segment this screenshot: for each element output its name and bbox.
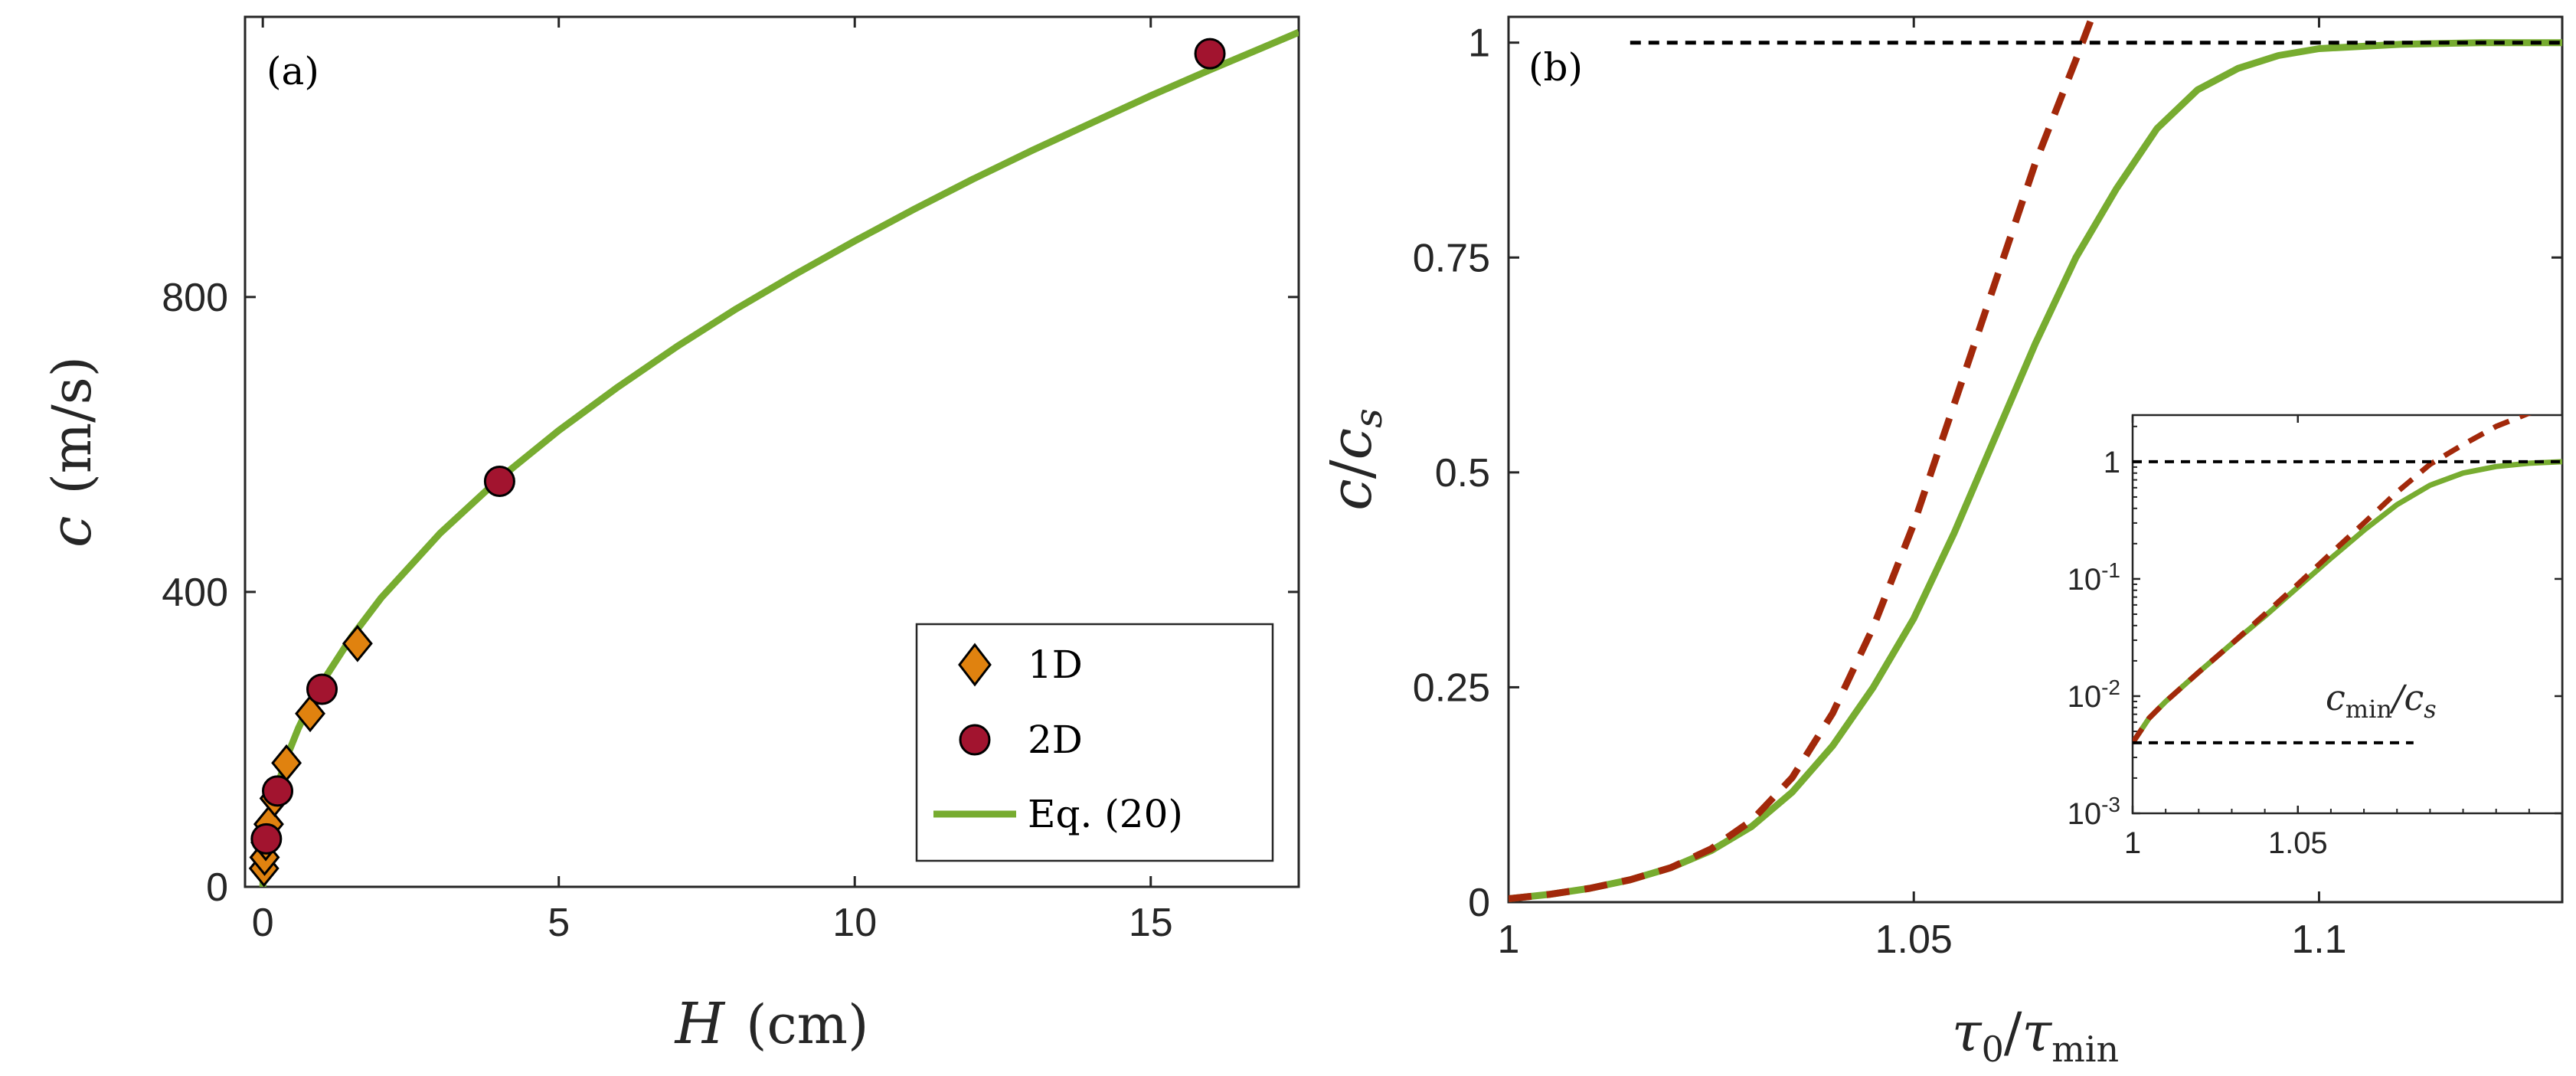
axes-a-xlabel-unit: (cm) [746, 993, 868, 1056]
axes-b-xtick-label: 1.1 [2291, 917, 2346, 962]
inset-plot [2133, 415, 2562, 744]
axes-a-xlabel: H (cm) [674, 991, 869, 1057]
axes-b-ytick-label: 0.5 [1435, 451, 1490, 495]
axes-b-xlabel-submin: min [2051, 1029, 2119, 1070]
panel-b-label: (b) [1528, 45, 1583, 90]
axes-b-xlabel-tau2: τ [2022, 1001, 2052, 1064]
inset-annotation-c: c [2326, 677, 2346, 718]
axes-a-xtick-label: 0 [252, 901, 274, 945]
inset-ytick-label: 1 [2104, 446, 2120, 479]
inset-ytick-base: 10 [2068, 797, 2102, 831]
panel-b: 1 1.05 1.100.250.50.751 (b) τ0/τmin c/cs 1… [1319, 15, 2564, 1070]
axes-b-xlabel: τ0/τmin [1952, 1001, 2119, 1070]
legend: 1D 2D Eq. (20) [915, 623, 1274, 862]
axes-a-points [248, 38, 1226, 888]
panel-a: 0 5 10 15 0 400 800 (a) H (cm) c (m/s) 1D 2D E… [38, 15, 1300, 1057]
axes-a-ylabel-unit: (m/s) [41, 356, 103, 495]
point-1d [295, 695, 325, 733]
legend-2d-label: 2D [1028, 718, 1083, 762]
inset-ytick-label: 10-1 [2068, 558, 2120, 597]
axes-b-ytick-label: 1 [1468, 21, 1490, 66]
inset-ytick-base: 10 [2068, 680, 2102, 714]
axes-b-ylabel-sub: s [1346, 408, 1391, 428]
legend-2d-marker [959, 724, 991, 756]
axes-b-xlabel-slash: / [2004, 1001, 2022, 1064]
inset-annotation-tail-sub: s [2424, 695, 2436, 724]
inset-xtick-label: 1.05 [2268, 826, 2328, 860]
inset-annotation: cmin/cs [2326, 677, 2437, 724]
axes-b-ytick-label: 0 [1468, 881, 1490, 925]
inset-ytick-exp: -1 [2101, 558, 2120, 582]
axes-b-ylabel: c/cs [1319, 408, 1391, 511]
point-2d [483, 466, 515, 498]
legend-1d-label: 1D [1028, 643, 1083, 687]
inset-frame [2131, 414, 2564, 815]
inset-annotation-sub: min [2346, 695, 2392, 724]
axes-b-ylabel-slash: / [1319, 460, 1384, 479]
point-2d [306, 673, 338, 705]
inset-ytick-label: 10-2 [2068, 675, 2120, 714]
panel-a-label: (a) [266, 49, 319, 93]
legend-1d-marker [958, 643, 992, 687]
inset-ytick-exp: -2 [2101, 675, 2120, 699]
inset-ytick-exp: -3 [2101, 793, 2120, 816]
series-asymptote-dashed [1509, 17, 2096, 902]
axes-a-ytick-label: 800 [162, 276, 228, 320]
axes-b-ticks: 1 1.05 1.1 0 0.25 0.5 0.75 1 [1413, 17, 2562, 962]
axes-b-xtick-label: 1 [1498, 917, 1520, 962]
axes-a-xtick-label: 15 [1129, 901, 1173, 945]
axes-b-xtick-label: 1.05 [1875, 917, 1953, 962]
axes-a-ytick-label: 400 [162, 571, 228, 615]
point-2d [262, 775, 294, 807]
axes-b-xlabel-sub0: 0 [1982, 1029, 2004, 1070]
axes-b-ylabel-c2: c [1319, 428, 1384, 460]
inset-ytick-base: 10 [2068, 563, 2102, 597]
axes-a-ylabel: c (m/s) [38, 356, 104, 548]
axes-a-ticks: 0 5 10 15 0 400 800 [162, 17, 1299, 945]
point-2d [250, 823, 283, 855]
axes-a-xlabel-symbol: H [674, 991, 726, 1057]
axes-a-ylabel-symbol: c [38, 516, 104, 548]
axes-b-ytick-label: 0.75 [1413, 236, 1490, 280]
axes-b-ylabel-c: c [1319, 479, 1384, 510]
axes-b-plot [1509, 17, 2562, 902]
inset-annotation-tail: /c [2389, 677, 2424, 718]
axes-a-xtick-label: 10 [832, 901, 877, 945]
axes-b-xlabel-tau: τ [1952, 1001, 1983, 1064]
axes-b-ytick-label: 0.25 [1413, 666, 1490, 710]
point-1d [342, 624, 373, 662]
axes-a-ytick-label: 0 [206, 865, 228, 910]
inset-xtick-label: 1 [2124, 826, 2141, 860]
point-2d [1194, 38, 1226, 70]
inset-asymptote-dashed [2133, 415, 2532, 744]
axes-a-xtick-label: 5 [548, 901, 570, 945]
inset-ytick-label: 10-3 [2068, 793, 2120, 831]
legend-eq-label: Eq. (20) [1028, 792, 1183, 836]
